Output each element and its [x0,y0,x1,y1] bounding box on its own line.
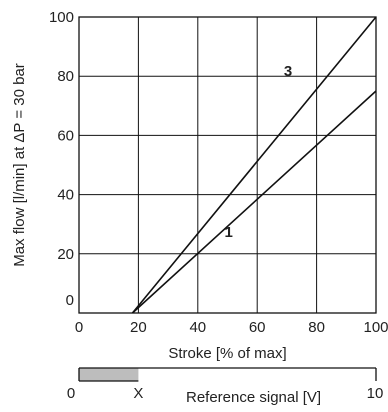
y-tick-label: 60 [57,127,74,144]
reference-signal-max-label: 10 [367,385,384,402]
x-tick-label: 0 [75,319,83,336]
y-tick-label: 20 [57,246,74,263]
series-label-3: 3 [284,63,292,80]
y-axis-title: Max flow [l/min] at ΔP = 30 bar [11,63,28,267]
reference-signal-bar [78,367,377,382]
series-lines [131,16,377,314]
x-tick-label: 80 [308,319,325,336]
reference-signal-title: Reference signal [V] [186,389,321,406]
reference-signal-shaded-range [79,368,139,381]
reference-signal-min-label: 0 [67,385,75,402]
series-label-1: 1 [225,224,233,241]
plot-border [78,16,377,314]
y-tick-label: 40 [57,187,74,204]
x-tick-label: 100 [363,319,388,336]
x-tick-label: 20 [130,319,147,336]
x-axis-title: Stroke [% of max] [168,345,286,362]
grid [79,17,376,313]
reference-signal-marker-label: X [133,385,143,402]
series-line-3 [131,16,377,314]
y-tick-labels: 0 20 40 60 80 100 [49,9,74,309]
series-line-1 [131,90,377,314]
y-tick-label: 0 [66,292,74,309]
plot-frame [78,16,377,314]
y-tick-label: 100 [49,9,74,26]
x-tick-label: 40 [189,319,206,336]
x-tick-label: 60 [249,319,266,336]
x-tick-labels: 0 20 40 60 80 100 [75,319,388,336]
y-tick-label: 80 [57,68,74,85]
